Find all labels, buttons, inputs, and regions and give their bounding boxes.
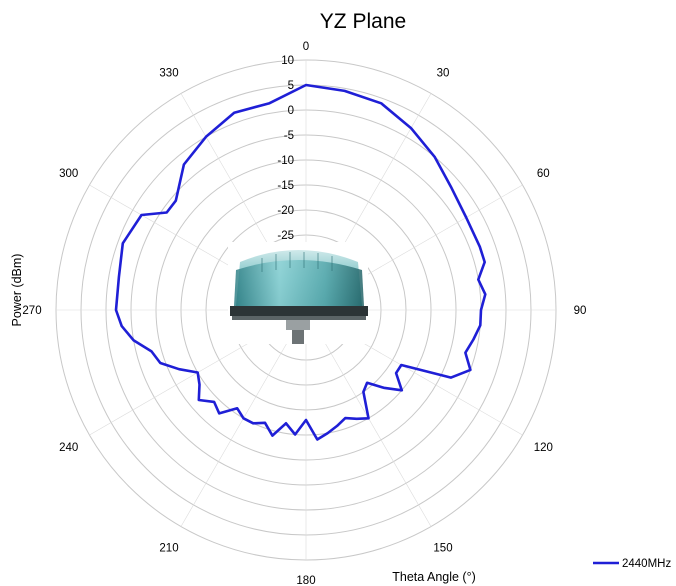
angular-tick-label: 120 <box>534 442 553 454</box>
radial-tick-label: 10 <box>281 55 294 67</box>
legend: 2440MHz <box>593 558 671 570</box>
angular-tick-label: 90 <box>574 305 587 317</box>
radial-tick-label: -10 <box>277 155 294 167</box>
chart-title: YZ Plane <box>320 10 406 33</box>
angular-tick-label: 210 <box>159 542 178 554</box>
legend-label: 2440MHz <box>622 558 671 570</box>
x-axis-label: Theta Angle (°) <box>392 570 476 584</box>
angular-tick-label: 240 <box>59 442 78 454</box>
radial-tick-label: -20 <box>277 205 294 217</box>
angular-tick-label: 180 <box>296 575 315 586</box>
radial-tick-label: 0 <box>288 105 294 117</box>
angular-tick-label: 60 <box>537 168 550 180</box>
radial-tick-label: -15 <box>277 180 294 192</box>
antenna-product-image <box>228 242 368 344</box>
angular-tick-label: 0 <box>303 41 309 53</box>
angular-tick-label: 30 <box>437 68 450 80</box>
angular-tick-label: 270 <box>22 305 41 317</box>
radial-tick-label: -25 <box>277 230 294 242</box>
radial-tick-label: -5 <box>284 130 294 142</box>
angular-tick-label: 300 <box>59 168 78 180</box>
y-axis-label: Power (dBm) <box>10 254 24 327</box>
angular-tick-label: 150 <box>433 542 452 554</box>
angular-tick-label: 330 <box>159 68 178 80</box>
